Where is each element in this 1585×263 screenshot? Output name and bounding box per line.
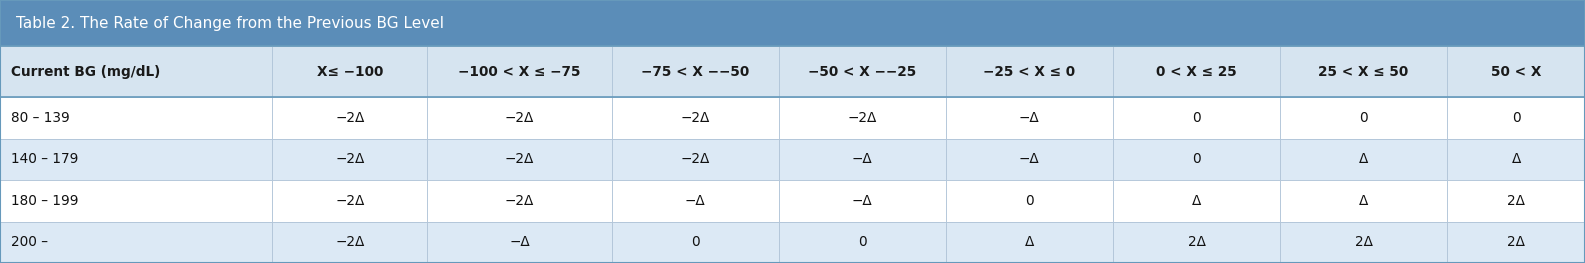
Text: Table 2. The Rate of Change from the Previous BG Level: Table 2. The Rate of Change from the Pre… <box>16 16 444 31</box>
Text: 180 – 199: 180 – 199 <box>11 194 79 208</box>
Text: −2Δ: −2Δ <box>334 194 365 208</box>
Bar <box>0 0 1585 46</box>
Bar <box>946 221 1113 263</box>
Bar <box>0 180 273 221</box>
Text: 0: 0 <box>857 235 867 249</box>
Bar <box>273 221 428 263</box>
Bar <box>612 180 778 221</box>
Bar <box>428 221 612 263</box>
Bar <box>1113 46 1281 97</box>
Bar <box>612 139 778 180</box>
Text: −100 < X ≤ −75: −100 < X ≤ −75 <box>458 65 580 79</box>
Bar <box>1281 180 1447 221</box>
Bar <box>1113 139 1281 180</box>
Text: 0: 0 <box>1192 111 1201 125</box>
Bar <box>778 139 946 180</box>
Bar <box>428 46 612 97</box>
Bar <box>1281 139 1447 180</box>
Bar <box>612 221 778 263</box>
Text: −Δ: −Δ <box>851 194 873 208</box>
Bar <box>1447 180 1585 221</box>
Text: 80 – 139: 80 – 139 <box>11 111 70 125</box>
Text: Δ: Δ <box>1358 194 1368 208</box>
Text: 0: 0 <box>1025 194 1033 208</box>
Bar <box>778 97 946 139</box>
Bar <box>0 139 273 180</box>
Bar <box>273 97 428 139</box>
Bar <box>946 97 1113 139</box>
Text: −2Δ: −2Δ <box>848 111 877 125</box>
Bar <box>1447 221 1585 263</box>
Text: 2Δ: 2Δ <box>1507 235 1525 249</box>
Text: Δ: Δ <box>1358 153 1368 166</box>
Text: −Δ: −Δ <box>1019 111 1040 125</box>
Bar <box>1281 46 1447 97</box>
Bar <box>1281 97 1447 139</box>
Text: −Δ: −Δ <box>851 153 873 166</box>
Bar <box>612 46 778 97</box>
Text: 2Δ: 2Δ <box>1187 235 1206 249</box>
Text: −Δ: −Δ <box>509 235 529 249</box>
Text: −25 < X ≤ 0: −25 < X ≤ 0 <box>983 65 1076 79</box>
Bar <box>0 46 273 97</box>
Bar <box>1447 97 1585 139</box>
Text: 0 < X ≤ 25: 0 < X ≤ 25 <box>1155 65 1236 79</box>
Bar <box>778 180 946 221</box>
Bar <box>428 180 612 221</box>
Bar <box>946 180 1113 221</box>
Text: −75 < X −−50: −75 < X −−50 <box>640 65 750 79</box>
Text: −2Δ: −2Δ <box>334 111 365 125</box>
Text: 25 < X ≤ 50: 25 < X ≤ 50 <box>1319 65 1409 79</box>
Bar <box>946 139 1113 180</box>
Text: X≤ −100: X≤ −100 <box>317 65 384 79</box>
Bar <box>778 46 946 97</box>
Text: −Δ: −Δ <box>1019 153 1040 166</box>
Text: −2Δ: −2Δ <box>504 153 534 166</box>
Bar <box>946 46 1113 97</box>
Text: −2Δ: −2Δ <box>680 111 710 125</box>
Bar <box>273 46 428 97</box>
Text: 0: 0 <box>1192 153 1201 166</box>
Text: 200 –: 200 – <box>11 235 48 249</box>
Bar <box>0 97 273 139</box>
Text: Δ: Δ <box>1024 235 1033 249</box>
Bar <box>612 97 778 139</box>
Text: −2Δ: −2Δ <box>334 153 365 166</box>
Bar <box>273 180 428 221</box>
Text: Δ: Δ <box>1512 153 1520 166</box>
Text: 0: 0 <box>1360 111 1368 125</box>
Text: −2Δ: −2Δ <box>504 194 534 208</box>
Text: −2Δ: −2Δ <box>334 235 365 249</box>
Text: 0: 0 <box>1512 111 1520 125</box>
Text: Δ: Δ <box>1192 194 1201 208</box>
Bar <box>273 139 428 180</box>
Text: −Δ: −Δ <box>685 194 705 208</box>
Text: 50 < X: 50 < X <box>1491 65 1541 79</box>
Text: −50 < X −−25: −50 < X −−25 <box>808 65 916 79</box>
Text: 2Δ: 2Δ <box>1355 235 1373 249</box>
Bar <box>1281 221 1447 263</box>
Bar <box>428 139 612 180</box>
Bar <box>0 221 273 263</box>
Text: 140 – 179: 140 – 179 <box>11 153 79 166</box>
Bar <box>1447 139 1585 180</box>
Text: −2Δ: −2Δ <box>504 111 534 125</box>
Text: 0: 0 <box>691 235 699 249</box>
Text: −2Δ: −2Δ <box>680 153 710 166</box>
Bar <box>428 97 612 139</box>
Bar <box>1113 221 1281 263</box>
Bar <box>778 221 946 263</box>
Text: Current BG (mg/dL): Current BG (mg/dL) <box>11 65 160 79</box>
Bar <box>1447 46 1585 97</box>
Bar <box>1113 180 1281 221</box>
Text: 2Δ: 2Δ <box>1507 194 1525 208</box>
Bar <box>1113 97 1281 139</box>
